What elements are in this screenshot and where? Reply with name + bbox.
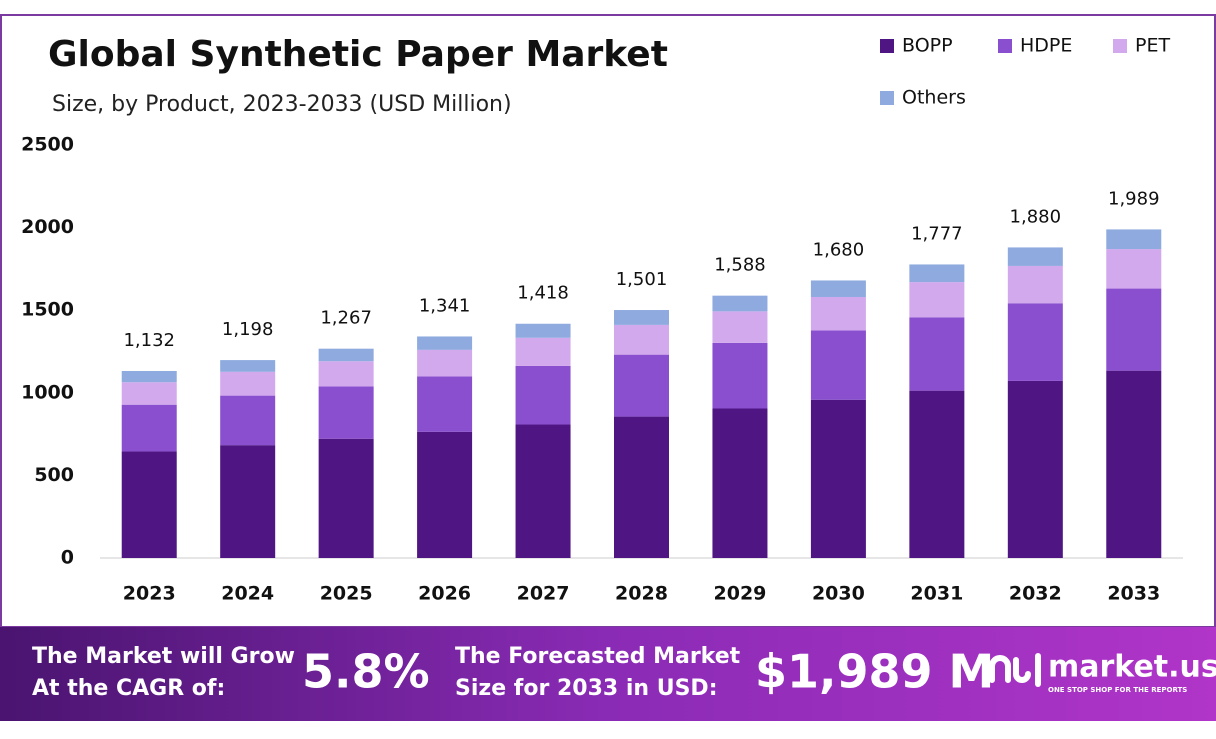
x-tick-label: 2033 (1107, 583, 1160, 605)
bar-segment (417, 376, 473, 432)
y-tick-label: 1000 (21, 381, 74, 403)
x-tick-label: 2027 (517, 583, 570, 605)
legend-label: PET (1135, 35, 1170, 57)
x-tick-label: 2025 (320, 583, 373, 605)
x-tick-label: 2032 (1009, 583, 1062, 605)
bar-segment (318, 386, 374, 439)
bar-segment (318, 348, 374, 362)
bar-segment (318, 361, 374, 387)
total-label: 1,777 (911, 223, 963, 244)
chart-title: Global Synthetic Paper Market (48, 34, 668, 75)
bar-segment (515, 365, 571, 425)
bar-segment (810, 296, 866, 331)
bar-segment (1007, 380, 1063, 558)
bar-segment (417, 336, 473, 350)
bar-segment (1007, 303, 1063, 381)
bar-segment (318, 438, 374, 558)
legend-label: HDPE (1020, 35, 1072, 57)
bar-segment (220, 360, 276, 372)
legend-swatch (1113, 39, 1127, 53)
y-tick-label: 2500 (21, 134, 74, 156)
bar-segment (909, 264, 965, 283)
bar-segment (712, 295, 768, 312)
bar-segment (515, 337, 571, 366)
bar-segment (614, 416, 669, 558)
legend-swatch (998, 39, 1012, 53)
forecast-value: $1,989 M (755, 645, 994, 699)
bar-segment (614, 324, 669, 355)
bar-segment (810, 280, 866, 297)
bar-segment (909, 390, 965, 558)
cagr-value: 5.8% (302, 645, 430, 699)
total-label: 1,588 (714, 255, 766, 276)
bar-segment (121, 404, 177, 452)
brand-tagline: ONE STOP SHOP FOR THE REPORTS (1048, 686, 1187, 694)
legend-label: Others (902, 87, 966, 109)
bar-segment (417, 349, 473, 377)
x-tick-label: 2028 (615, 583, 668, 605)
total-label: 1,680 (813, 239, 865, 260)
bar-segment (810, 330, 866, 400)
total-label: 1,989 (1108, 188, 1160, 209)
x-tick-label: 2029 (714, 583, 767, 605)
bar-segment (121, 370, 177, 383)
bar-segment (417, 431, 473, 558)
bar-segment (614, 354, 669, 417)
bar-segment (712, 311, 768, 343)
total-label: 1,132 (123, 330, 175, 351)
bar-segment (515, 323, 571, 338)
y-tick-label: 0 (61, 547, 74, 569)
cagr-text: At the CAGR of: (32, 676, 225, 701)
bar-segment (220, 395, 276, 446)
bar-segment (1007, 247, 1063, 266)
forecast-text: The Forecasted Market (455, 644, 741, 669)
cagr-text: The Market will Grow (32, 644, 295, 669)
total-label: 1,341 (419, 295, 471, 316)
total-label: 1,418 (517, 283, 569, 304)
bar-segment (712, 408, 768, 558)
total-label: 1,880 (1010, 206, 1062, 227)
total-label: 1,267 (320, 308, 372, 329)
legend-swatch (880, 91, 894, 105)
bar-segment (121, 451, 177, 558)
bar-segment (1007, 265, 1063, 304)
footer-banner (0, 627, 1216, 721)
x-tick-label: 2031 (910, 583, 963, 605)
bar-segment (614, 310, 669, 325)
legend-label: BOPP (902, 35, 953, 57)
bar-segment (810, 399, 866, 558)
total-label: 1,198 (222, 319, 274, 340)
total-label: 1,501 (616, 269, 668, 290)
y-tick-label: 500 (34, 464, 74, 486)
x-tick-label: 2030 (812, 583, 865, 605)
forecast-text: Size for 2033 in USD: (455, 676, 718, 701)
brand-logo (989, 653, 1041, 687)
y-tick-label: 1500 (21, 299, 74, 321)
bar-segment (220, 371, 276, 396)
legend-swatch (880, 39, 894, 53)
bar-segment (220, 445, 276, 558)
bar-segment (1106, 249, 1162, 289)
brand-name: market.us (1048, 650, 1216, 685)
bar-segment (515, 424, 571, 558)
chart-subtitle: Size, by Product, 2023-2033 (USD Million… (52, 92, 512, 117)
bar-segment (1106, 229, 1162, 250)
bar-segment (909, 282, 965, 318)
bar-segment (1106, 288, 1162, 371)
x-tick-label: 2023 (123, 583, 176, 605)
bar-segment (1106, 370, 1162, 558)
x-tick-label: 2026 (418, 583, 471, 605)
bar-segment (909, 317, 965, 391)
y-tick-label: 2000 (21, 216, 74, 238)
bar-segment (712, 342, 768, 409)
x-tick-label: 2024 (221, 583, 274, 605)
bar-segment (121, 382, 177, 405)
